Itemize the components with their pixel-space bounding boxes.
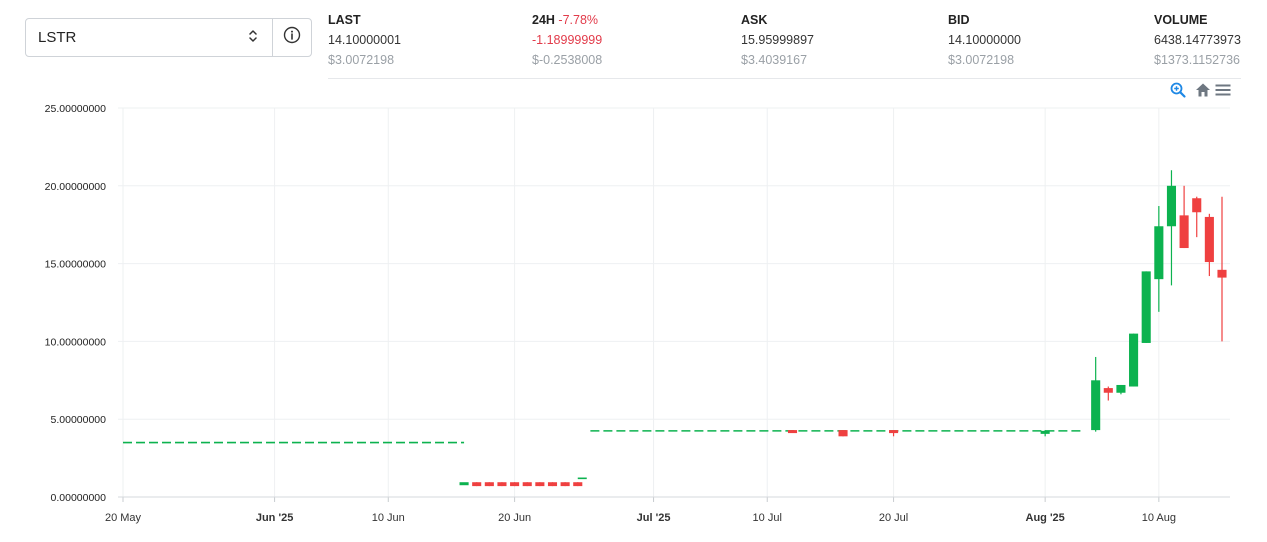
candle-body — [1129, 333, 1139, 387]
candle-body — [1040, 430, 1050, 434]
stat-volume: VOLUME 6438.14773973 $1373.1152736 — [1154, 10, 1241, 70]
stat-ask-value: 15.95999897 — [741, 33, 814, 47]
menu-icon — [1214, 84, 1232, 103]
candle-body — [522, 482, 532, 487]
info-button[interactable] — [272, 19, 311, 56]
x-tick-label: 10 Aug — [1142, 512, 1176, 524]
stat-bid: BID 14.10000000 $3.0072198 — [948, 10, 1021, 70]
candle-body — [787, 430, 798, 434]
x-tick-label: 10 Jun — [372, 512, 405, 524]
y-tick-label: 10.00000000 — [45, 336, 106, 348]
x-tick-label: Aug '25 — [1026, 512, 1065, 524]
x-tick-label: 20 Jul — [879, 512, 908, 524]
stat-volume-usd: $1373.1152736 — [1154, 53, 1240, 67]
x-tick-label: Jul '25 — [637, 512, 671, 524]
candle-body — [459, 482, 469, 486]
pair-selector[interactable]: LSTR — [25, 18, 312, 57]
candle-body — [1141, 271, 1151, 343]
stat-24h: 24H -7.78% -1.18999999 $-0.2538008 — [532, 10, 602, 70]
stat-last-usd: $3.0072198 — [328, 53, 395, 67]
candle-body — [497, 482, 507, 487]
candle-body — [547, 482, 558, 487]
x-tick-label: 20 May — [105, 512, 142, 524]
candle-body — [1217, 269, 1227, 278]
stat-ask: ASK 15.95999897 $3.4039167 — [741, 10, 814, 70]
home-icon — [1194, 83, 1212, 103]
candle-body — [1116, 384, 1126, 393]
stat-volume-value: 6438.14773973 — [1154, 33, 1241, 47]
candle-body — [484, 482, 494, 487]
x-tick-label: 10 Jul — [753, 512, 782, 524]
stat-24h-pct: -7.78% — [558, 13, 599, 27]
reset-zoom-button[interactable] — [1194, 81, 1212, 104]
stat-ask-usd: $3.4039167 — [741, 53, 808, 67]
y-tick-label: 5.00000000 — [51, 414, 107, 426]
y-tick-label: 20.00000000 — [45, 181, 106, 193]
stat-24h-value: -1.18999999 — [532, 33, 603, 47]
stat-volume-label: VOLUME — [1154, 13, 1208, 27]
x-tick-label: 20 Jun — [498, 512, 531, 524]
candle-body — [1204, 216, 1214, 263]
candle-body — [1154, 226, 1164, 280]
stat-ask-label: ASK — [741, 13, 768, 27]
stat-last: LAST 14.10000001 $3.0072198 — [328, 10, 401, 70]
candle-body — [838, 430, 848, 437]
stat-last-label: LAST — [328, 13, 361, 27]
candle-body — [1192, 198, 1202, 213]
candle-body — [1179, 215, 1189, 249]
chevron-updown-icon — [248, 29, 258, 47]
candle-body — [1103, 388, 1113, 393]
stat-bid-label: BID — [948, 13, 970, 27]
x-tick-label: Jun '25 — [256, 512, 293, 524]
candle-body — [535, 482, 545, 487]
stat-bid-value: 14.10000000 — [948, 33, 1021, 47]
candle-body — [573, 482, 583, 487]
candle-body — [472, 482, 482, 487]
pair-select-value: LSTR — [38, 29, 77, 46]
y-tick-label: 15.00000000 — [45, 259, 106, 271]
stat-24h-label: 24H — [532, 13, 555, 27]
pair-select[interactable]: LSTR — [26, 19, 272, 56]
candle-body — [560, 482, 570, 487]
info-icon — [283, 26, 301, 49]
y-tick-label: 25.00000000 — [45, 103, 106, 115]
candle-body — [1166, 185, 1177, 227]
header-divider — [328, 78, 1241, 79]
candle-body — [510, 482, 520, 487]
stat-24h-usd: $-0.2538008 — [532, 53, 603, 67]
zoom-button[interactable] — [1169, 81, 1187, 104]
candle-body — [889, 430, 899, 434]
zoom-icon — [1169, 82, 1187, 103]
stat-bid-usd: $3.0072198 — [948, 53, 1015, 67]
chart-menu-button[interactable] — [1214, 81, 1232, 104]
candle-body — [1091, 380, 1101, 431]
y-tick-label: 0.00000000 — [51, 492, 107, 504]
stat-last-value: 14.10000001 — [328, 33, 401, 47]
